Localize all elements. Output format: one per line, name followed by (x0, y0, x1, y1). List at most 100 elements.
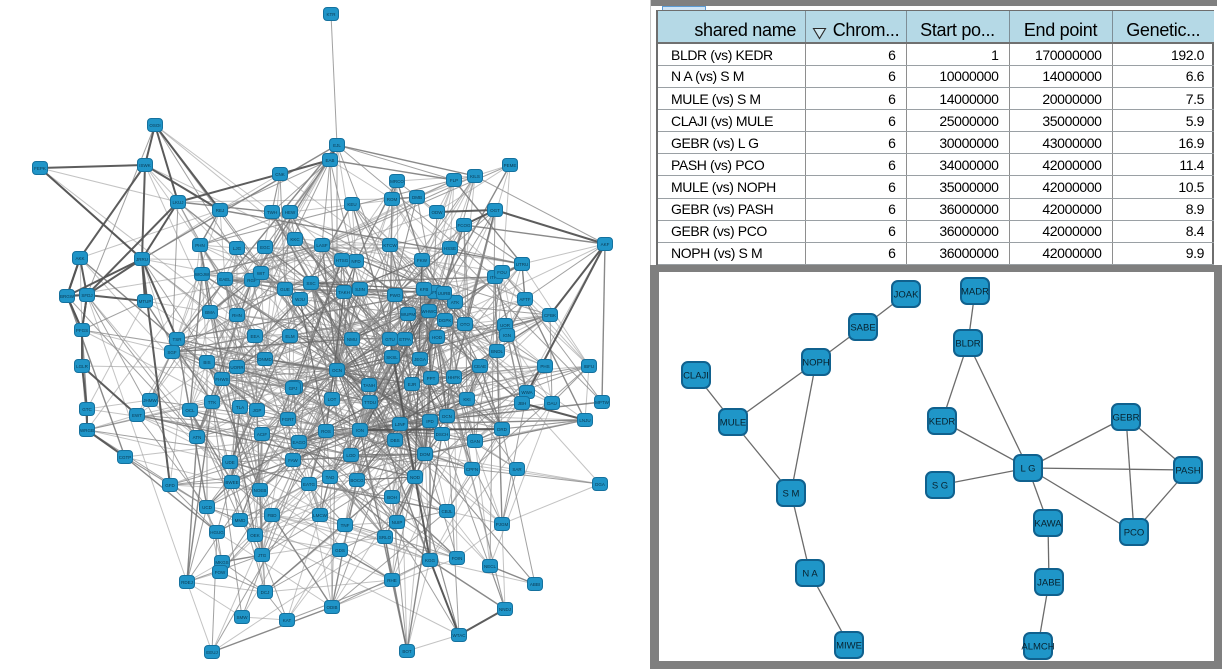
svg-text:CNK: CNK (275, 172, 285, 177)
svg-text:BMA: BMA (205, 310, 215, 315)
svg-text:JRRU: JRRU (136, 257, 148, 262)
svg-text:HFMJ: HFMJ (429, 290, 441, 295)
svg-text:SSC: SSC (306, 281, 316, 286)
svg-text:DSCH: DSCH (436, 432, 449, 437)
svg-text:LJNF: LJNF (395, 422, 406, 427)
svg-text:ODIB: ODIB (326, 605, 337, 610)
svg-text:S G: S G (932, 481, 948, 492)
svg-text:ROS: ROS (321, 429, 331, 434)
svg-text:GAN: GAN (470, 439, 480, 444)
svg-text:FEPK: FEPK (34, 166, 46, 171)
svg-text:REJ: REJ (216, 208, 225, 213)
svg-text:ABBI: ABBI (530, 582, 540, 587)
svg-text:EJR: EJR (408, 382, 417, 387)
svg-text:OTO: OTO (460, 322, 470, 327)
svg-text:NOD: NOD (410, 475, 421, 480)
svg-text:ELM: ELM (285, 334, 295, 339)
svg-text:WJU: WJU (295, 297, 305, 302)
svg-text:JEGA: JEGA (414, 357, 426, 362)
svg-text:SKSL: SKSL (386, 355, 398, 360)
svg-text:EEA: EEA (250, 334, 259, 339)
svg-text:UCD: UCD (202, 505, 212, 510)
svg-text:WIT: WIT (257, 271, 265, 276)
svg-text:EATG: EATG (303, 482, 315, 487)
svg-text:RDEJ: RDEJ (181, 580, 193, 585)
svg-text:WTAC: WTAC (453, 633, 467, 638)
svg-text:PHS: PHS (540, 364, 549, 369)
svg-text:MULE: MULE (720, 418, 746, 429)
svg-text:CLAJI: CLAJI (683, 371, 709, 382)
svg-text:KTR: KTR (327, 12, 337, 17)
svg-text:TNF: TNF (341, 523, 350, 528)
svg-text:JGP: JGP (253, 408, 262, 413)
svg-text:KEDR: KEDR (929, 417, 956, 428)
svg-text:EAGO: EAGO (292, 440, 306, 445)
svg-text:BLDR: BLDR (955, 339, 980, 350)
svg-text:KTCW: KTCW (383, 243, 397, 248)
svg-text:EWT: EWT (132, 413, 142, 418)
svg-text:UOR: UOR (500, 323, 511, 328)
svg-text:BRGW: BRGW (60, 294, 75, 299)
svg-text:KKC: KKC (290, 237, 300, 242)
svg-text:CGTP: CGTP (119, 455, 132, 460)
svg-text:LOD: LOD (346, 453, 356, 458)
svg-text:CBJL: CBJL (441, 509, 453, 514)
svg-text:BNDL: BNDL (491, 349, 504, 354)
svg-text:SJIN: SJIN (355, 287, 365, 292)
svg-text:MMD: MMD (235, 518, 246, 523)
svg-text:ODW: ODW (432, 210, 444, 215)
svg-text:AKK: AKK (75, 256, 84, 261)
svg-text:LGLR: LGLR (76, 364, 89, 369)
svg-text:FKW: FKW (417, 258, 428, 263)
svg-text:JOAK: JOAK (894, 290, 919, 301)
svg-text:SAR: SAR (512, 467, 522, 472)
svg-text:GTU: GTU (385, 337, 395, 342)
svg-text:OCN: OCN (332, 368, 342, 373)
svg-text:TLA: TLA (236, 405, 244, 410)
svg-text:JABE: JABE (1037, 578, 1061, 589)
svg-text:FOIN: FOIN (452, 556, 463, 561)
svg-text:PWO: PWO (390, 293, 401, 298)
svg-text:OSOI: OSOI (149, 123, 160, 128)
svg-text:SGF: SGF (167, 350, 177, 355)
svg-text:KFB: KFB (420, 287, 429, 292)
svg-text:ATK: ATK (451, 300, 459, 305)
svg-text:KAWA: KAWA (1034, 519, 1062, 530)
svg-text:LMCW: LMCW (313, 513, 328, 518)
svg-text:NECL: NECL (484, 564, 497, 569)
svg-text:DCJ: DCJ (261, 590, 270, 595)
svg-text:NOEB: NOEB (254, 488, 267, 493)
svg-text:MRCO: MRCO (390, 179, 404, 184)
svg-text:FOU: FOU (497, 270, 507, 275)
svg-text:HHFK: HHFK (448, 375, 460, 380)
svg-text:L G: L G (1021, 464, 1036, 475)
svg-text:KEU: KEU (347, 202, 356, 207)
svg-text:EEUJ: EEUJ (206, 650, 218, 655)
svg-text:DRD: DRD (497, 427, 507, 432)
svg-text:BIS: BIS (203, 360, 210, 365)
svg-text:FGRT: FGRT (282, 417, 294, 422)
svg-text:MPTW: MPTW (595, 400, 609, 405)
svg-text:FBD: FBD (268, 513, 278, 518)
svg-text:TAKH: TAKH (338, 290, 350, 295)
svg-text:MIWE: MIWE (836, 641, 862, 652)
svg-text:AKF: AKF (601, 242, 610, 247)
svg-text:ATN: ATN (193, 435, 202, 440)
svg-text:ISWK: ISWK (139, 163, 151, 168)
svg-text:KKI: KKI (463, 397, 470, 402)
svg-text:CEAE: CEAE (474, 364, 486, 369)
svg-text:GDS: GDS (335, 548, 345, 553)
svg-text:EGC: EGC (260, 245, 271, 250)
svg-text:RHN: RHN (232, 313, 242, 318)
svg-text:NOPH: NOPH (802, 358, 830, 369)
svg-text:FHWS: FHWS (215, 377, 228, 382)
svg-text:BOH: BOH (387, 495, 397, 500)
svg-text:DMB: DMB (412, 195, 422, 200)
svg-text:FOW: FOW (215, 570, 226, 575)
svg-text:RHE: RHE (387, 578, 397, 583)
svg-text:CFBK: CFBK (544, 313, 556, 318)
svg-text:MKGS: MKGS (215, 560, 228, 565)
svg-text:NFD: NFD (351, 259, 361, 264)
svg-text:BOT: BOT (402, 649, 412, 654)
svg-text:TANH: TANH (363, 383, 375, 388)
